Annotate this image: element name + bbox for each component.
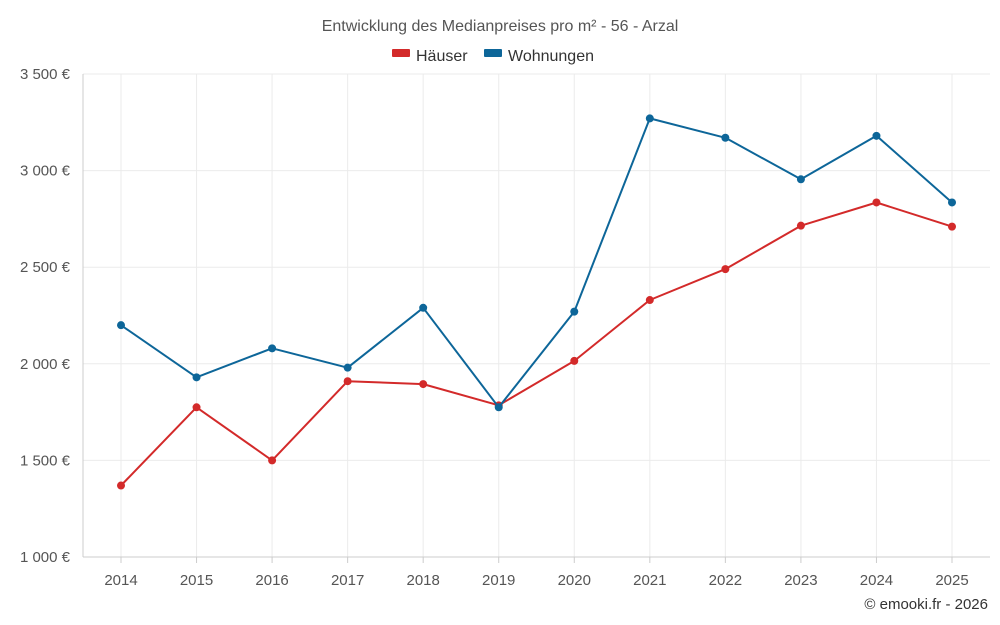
point-haeuser-2017[interactable] (343, 377, 352, 386)
y-tick-label-1500: 1 500 € (20, 452, 71, 469)
series-line-haeuser (120, 201, 953, 487)
point-haeuser-2014[interactable] (117, 481, 125, 490)
x-tick-label-2024: 2024 (860, 572, 893, 589)
x-tick-label-2022: 2022 (709, 572, 742, 589)
series (117, 114, 956, 490)
legend-item-haeuser[interactable]: Häuser (392, 48, 468, 65)
point-haeuser-2016[interactable] (268, 456, 277, 465)
point-haeuser-2018[interactable] (419, 380, 428, 389)
x-tick-label-2017: 2017 (331, 572, 364, 589)
y-tick-label-2000: 2 000 € (20, 356, 71, 373)
x-tick-label-2021: 2021 (633, 572, 666, 589)
point-wohnungen-2024[interactable] (872, 131, 881, 140)
series-haeuser (117, 198, 956, 490)
x-axis-ticks: 2014 2015 2016 2017 2018 2019 2020 2021 2022 2023… (104, 557, 969, 589)
point-haeuser-2024[interactable] (872, 198, 881, 207)
point-haeuser-2023[interactable] (796, 221, 805, 230)
x-tick-label-2015: 2015 (180, 572, 213, 589)
point-wohnungen-2015[interactable] (192, 373, 201, 382)
chart-title: Entwicklung des Medianpreises pro m² - 5… (322, 18, 679, 35)
point-haeuser-2021[interactable] (645, 296, 654, 305)
grid (82, 73, 990, 558)
y-tick-label-1000: 1 000 € (20, 549, 71, 566)
point-haeuser-2020[interactable] (570, 356, 579, 365)
point-wohnungen-2020[interactable] (570, 307, 579, 316)
legend-item-wohnungen[interactable]: Wohnungen (484, 48, 594, 65)
point-haeuser-2025[interactable] (948, 222, 956, 231)
point-wohnungen-2023[interactable] (796, 175, 805, 184)
y-tick-label-2500: 2 500 € (20, 259, 71, 276)
legend-swatch-haeuser (392, 49, 410, 57)
y-tick-label-3000: 3 000 € (20, 163, 71, 180)
point-wohnungen-2014[interactable] (117, 321, 125, 330)
y-axis-ticks: 1 000 € 1 500 € 2 000 € 2 500 € 3 000 € 3 500… (20, 66, 71, 566)
x-tick-label-2019: 2019 (482, 572, 515, 589)
point-wohnungen-2017[interactable] (343, 363, 352, 372)
series-wohnungen (117, 114, 956, 412)
point-wohnungen-2021[interactable] (645, 114, 654, 123)
point-haeuser-2022[interactable] (721, 265, 730, 274)
legend-label-haeuser: Häuser (416, 48, 468, 65)
point-wohnungen-2016[interactable] (268, 344, 277, 353)
point-wohnungen-2018[interactable] (419, 303, 428, 312)
series-line-wohnungen (120, 117, 953, 409)
legend-label-wohnungen: Wohnungen (508, 48, 594, 65)
credit-text: © emooki.fr - 2026 (864, 596, 988, 613)
x-tick-label-2014: 2014 (104, 572, 137, 589)
x-tick-label-2025: 2025 (935, 572, 968, 589)
point-wohnungen-2022[interactable] (721, 133, 730, 142)
point-haeuser-2015[interactable] (192, 403, 201, 412)
y-tick-label-3500: 3 500 € (20, 66, 71, 83)
x-tick-label-2023: 2023 (784, 572, 817, 589)
x-tick-label-2016: 2016 (255, 572, 288, 589)
legend: Häuser Wohnungen (392, 48, 594, 65)
point-wohnungen-2025[interactable] (948, 198, 956, 207)
x-tick-label-2018: 2018 (406, 572, 439, 589)
x-tick-label-2020: 2020 (558, 572, 591, 589)
legend-swatch-wohnungen (484, 49, 502, 57)
point-wohnungen-2019[interactable] (494, 403, 503, 412)
